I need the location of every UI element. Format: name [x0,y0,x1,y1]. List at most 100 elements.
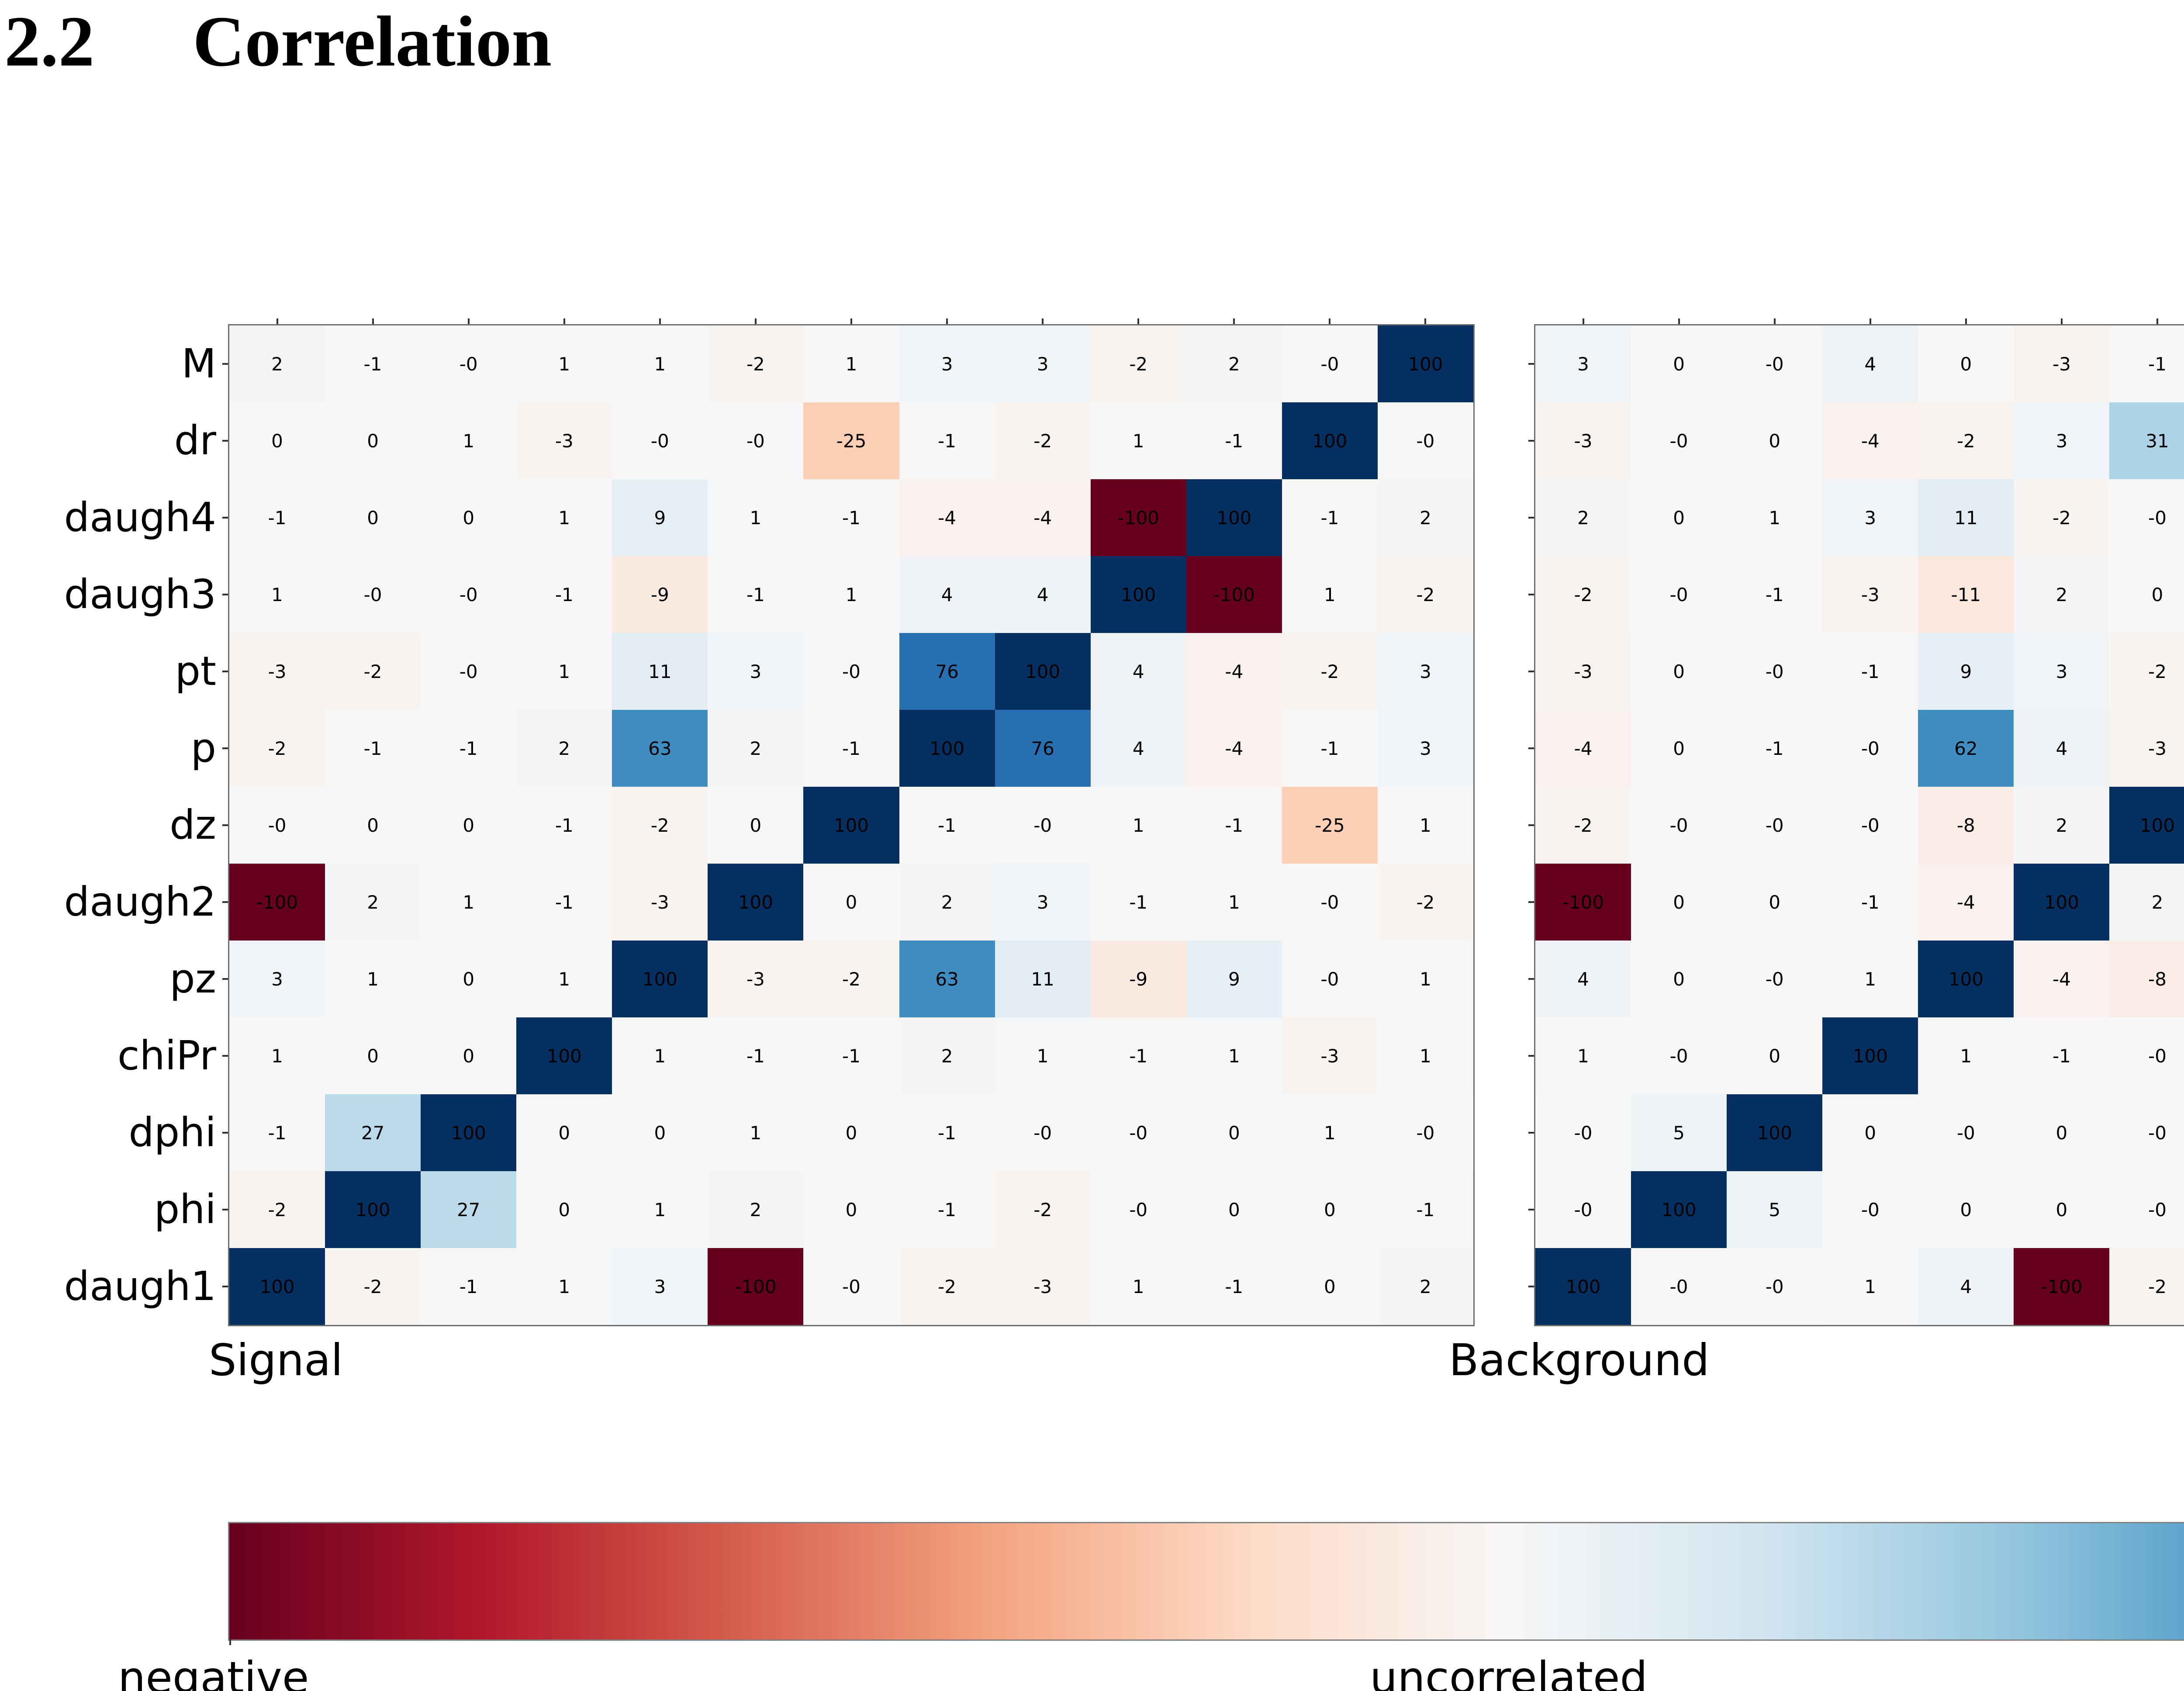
heatmap-cell: -1 [325,325,421,402]
heatmap-cell: 100 [1186,479,1282,556]
heatmap-cell: -1 [2014,1017,2110,1094]
heatmap-cell: -100 [1535,864,1631,941]
heatmap-cell: 0 [1727,402,1823,479]
heatmap-cell: -2 [803,941,899,1017]
heatmap-cell: -3 [1822,556,1918,633]
heatmap-cell: -2 [708,325,804,402]
heatmap-cell: -3 [708,941,804,1017]
heatmap-cell: 100 [1377,325,1473,402]
heatmap-cell: 4 [1535,941,1631,1017]
heatmap-cell: 1 [516,479,612,556]
heatmap-cell: 0 [1282,1248,1378,1325]
heatmap-cell: 0 [1631,710,1727,787]
heatmap-cell: 0 [421,941,517,1017]
y-tick [222,1286,228,1287]
heatmap-cell: -1 [708,556,804,633]
heatmap-cell: 2 [899,864,995,941]
heatmap-cell: 100 [516,1017,612,1094]
heatmap-cell: 2 [708,1171,804,1248]
row-label: dphi [128,1109,216,1156]
heatmap-cell: 3 [2014,633,2110,710]
heatmap-cell: -0 [1535,1171,1631,1248]
heatmap-cell: 11 [995,941,1091,1017]
heatmap-cell: 63 [899,941,995,1017]
heatmap-cell: 1 [229,556,325,633]
heatmap-cell: -3 [995,1248,1091,1325]
heatmap-cell: 100 [1282,402,1378,479]
heatmap-cell: 2 [2014,787,2110,864]
heatmap-cell: -1 [899,402,995,479]
heatmap-cell: 3 [1535,325,1631,402]
row-label: pt [175,648,216,695]
heatmap-cell: -2 [1535,556,1631,633]
heatmap-cell: 100 [612,941,708,1017]
y-tick [1528,1209,1534,1210]
heatmap-cell: -2 [2109,1248,2184,1325]
heatmap-cell: -2 [1282,633,1378,710]
heatmap-cell: -0 [1822,710,1918,787]
x-tick [2156,318,2158,324]
heatmap-cell: 0 [325,1017,421,1094]
heatmap-caption: Background [1449,1335,1710,1386]
heatmap-cell: 3 [995,325,1091,402]
heatmap-cell: 27 [325,1094,421,1171]
heatmap-cell: 0 [1631,479,1727,556]
heatmap-cell: -0 [708,402,804,479]
heatmap-cell: 11 [612,633,708,710]
heatmap-cell: -1 [325,710,421,787]
heatmap-cell: 3 [708,633,804,710]
heatmap-cell: 0 [1631,633,1727,710]
heatmap-cell: -0 [1631,402,1727,479]
y-tick [1528,671,1534,672]
heatmap-cell: 0 [1727,1017,1823,1094]
heatmap-cell: -100 [708,1248,804,1325]
heatmap-cell: -11 [1918,556,2014,633]
heatmap-cell: -4 [1822,402,1918,479]
heatmap-cell: 62 [1918,710,2014,787]
heatmap-cell: -1 [1727,556,1823,633]
heatmap-cell: 1 [1822,1248,1918,1325]
heatmap-cell: 0 [1631,325,1727,402]
colorbar-left-tick [229,1639,231,1645]
heatmap-cell: 1 [803,325,899,402]
heatmap-cell: 1 [1535,1017,1631,1094]
y-tick [1528,824,1534,826]
heatmap-cell: -0 [1918,1094,2014,1171]
heatmap-cell: 4 [1918,1248,2014,1325]
heatmap-cell: -0 [1822,1171,1918,1248]
heatmap-cell: 1 [325,941,421,1017]
heatmap-cell: -1 [1822,633,1918,710]
y-tick [222,978,228,980]
heatmap-cell: 0 [421,1017,517,1094]
y-tick [222,440,228,442]
heatmap-cell: -1 [421,1248,517,1325]
heatmap-cell: -100 [229,864,325,941]
heatmap-cell: -1 [899,787,995,864]
heatmap-cell: 100 [995,633,1091,710]
x-tick [1869,318,1871,324]
heatmap-cell: -0 [1535,1094,1631,1171]
heatmap-cell: 0 [1727,864,1823,941]
x-tick [2060,318,2063,324]
heatmap-cell: -0 [1727,941,1823,1017]
heatmap-cell: 0 [325,787,421,864]
heatmap-cell: 100 [708,864,804,941]
heatmap-cell: 11 [1918,479,2014,556]
heatmap-cell: 100 [1090,556,1186,633]
heatmap-cell: 0 [1186,1094,1282,1171]
heatmap-cell: -1 [1186,1248,1282,1325]
heatmap-cell: -1 [803,710,899,787]
heatmap-cell: -0 [1090,1171,1186,1248]
row-label: dr [174,417,216,464]
x-tick [372,318,374,324]
heatmap-cell: -1 [899,1094,995,1171]
heatmap-cell: -4 [899,479,995,556]
x-tick [467,318,470,324]
heatmap-cell: -2 [1377,864,1473,941]
heatmap-cell: 3 [1377,633,1473,710]
heatmap-cell: 2 [229,325,325,402]
x-tick [563,318,565,324]
heatmap-cell: -0 [2109,1094,2184,1171]
colorbar-label-negative: negative [118,1652,309,1691]
